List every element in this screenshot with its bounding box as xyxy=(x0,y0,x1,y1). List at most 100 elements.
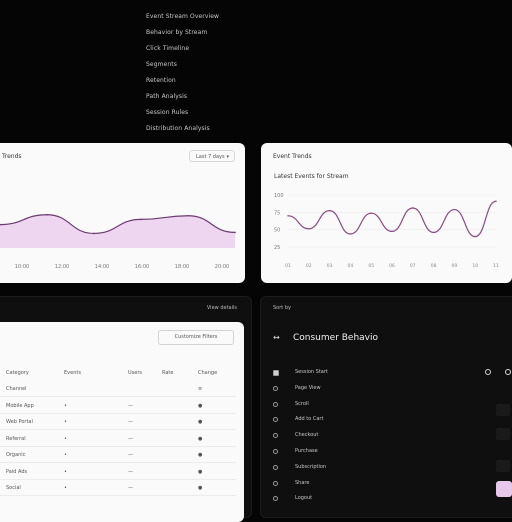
event-trends-card: Event Trends Latest Events for Stream xyxy=(261,143,512,283)
data-point xyxy=(0,223,1,226)
card-title: Consumer Behavio xyxy=(293,333,379,343)
x-tick-label: 01 xyxy=(285,263,291,269)
x-tick-label: 07 xyxy=(410,263,416,269)
data-point xyxy=(370,212,372,214)
table-cell: ● xyxy=(198,402,203,409)
column-header[interactable]: Rate xyxy=(162,370,174,376)
table-cell: ● xyxy=(198,435,203,442)
x-tick-label: 08 xyxy=(431,263,437,269)
x-tick-label: 05 xyxy=(368,263,374,269)
table-cell: Web Portal xyxy=(6,419,33,425)
data-point xyxy=(495,200,497,202)
data-point xyxy=(349,233,352,235)
behavior-item[interactable]: Session Start xyxy=(295,369,328,375)
data-point xyxy=(187,214,189,217)
column-header[interactable]: Events xyxy=(64,370,81,376)
circle-icon xyxy=(273,464,278,470)
behavior-item[interactable]: Scroll xyxy=(295,400,309,407)
row-divider xyxy=(0,478,236,480)
behavior-item[interactable]: Logout xyxy=(295,495,313,502)
trends-chart: 10:00 12:00 14:00 16:00 18:00 20:00 xyxy=(0,213,236,270)
event-trends-chart: 100 75 50 25 01 02 03 04 05 06 07 08 09 10 11 xyxy=(274,193,499,269)
x-tick-label: 16:00 xyxy=(135,264,149,270)
data-point xyxy=(328,209,331,212)
table-cell: ● xyxy=(198,468,203,475)
x-tick-label: 10 xyxy=(472,263,478,269)
table-cell: — xyxy=(128,485,133,491)
behavior-item[interactable]: Share xyxy=(295,479,310,486)
series-area xyxy=(0,214,235,248)
x-tick-label: 12:00 xyxy=(55,264,69,270)
scrollbar-thumb[interactable] xyxy=(496,428,510,440)
row-divider xyxy=(0,445,236,447)
behavior-item[interactable]: Page View xyxy=(295,384,321,391)
data-point xyxy=(234,231,236,234)
scrollbar-thumb[interactable] xyxy=(496,404,510,416)
card-title: Trends xyxy=(2,153,22,160)
y-tick-label: 25 xyxy=(274,245,280,251)
menu-item[interactable]: Path Analysis xyxy=(146,93,188,100)
sort-label[interactable]: Sort by xyxy=(273,305,291,311)
back-forward-icon[interactable]: ↔ xyxy=(273,333,280,342)
menu-item[interactable]: Distribution Analysis xyxy=(146,125,210,132)
data-point xyxy=(474,235,476,238)
y-tick-label: 50 xyxy=(274,228,280,234)
table-cell: — xyxy=(128,419,133,425)
x-tick-label: 11 xyxy=(493,263,499,269)
trends-card: Trends Last 7 days ▾ xyxy=(0,143,245,283)
column-header[interactable]: Change xyxy=(198,370,218,376)
view-details-link[interactable]: View details xyxy=(206,305,237,311)
table-cell: ≡ xyxy=(198,386,203,392)
behavior-item[interactable]: Purchase xyxy=(295,448,318,454)
data-point xyxy=(46,213,48,216)
table-cell: ● xyxy=(198,419,203,425)
data-point xyxy=(391,230,393,233)
menu-item[interactable]: Event Stream Overview xyxy=(146,13,220,20)
data-point xyxy=(308,228,310,230)
menu-item[interactable]: Behavior by Stream xyxy=(146,29,208,36)
behavior-item[interactable]: Checkout xyxy=(295,432,319,439)
dropdown-label: Last 7 days xyxy=(196,154,225,160)
menu-item[interactable]: Click Timeline xyxy=(146,45,190,52)
x-tick-label: 04 xyxy=(348,263,354,269)
scrollbar-thumb[interactable] xyxy=(496,460,510,472)
column-header[interactable]: Category xyxy=(6,370,29,376)
menu-item[interactable]: Segments xyxy=(146,61,177,68)
action-button[interactable] xyxy=(496,481,512,497)
table-cell: • xyxy=(64,419,67,425)
period-dropdown[interactable]: Last 7 days ▾ xyxy=(189,150,235,162)
y-tick-label: 100 xyxy=(274,193,284,199)
series-line xyxy=(0,214,236,235)
table-cell: Organic xyxy=(6,452,26,458)
menu-item[interactable]: Retention xyxy=(146,77,176,84)
table-cell: Referral xyxy=(6,435,26,442)
radio-icon[interactable] xyxy=(505,369,511,375)
data-point xyxy=(453,208,456,211)
table-cell: Social xyxy=(6,485,21,491)
data-point xyxy=(93,232,95,235)
circle-icon xyxy=(273,449,278,454)
circle-icon xyxy=(273,385,278,391)
data-point xyxy=(140,218,142,221)
data-point xyxy=(432,231,435,234)
table-cell: • xyxy=(64,402,67,409)
menu-item[interactable]: Session Rules xyxy=(146,109,189,116)
circle-icon xyxy=(273,496,278,502)
table-cell: — xyxy=(128,402,133,409)
column-header[interactable]: Users xyxy=(128,370,143,376)
y-tick-label: 75 xyxy=(274,210,280,216)
data-point xyxy=(412,207,414,209)
customize-filters-button[interactable]: Customize Filters xyxy=(158,330,234,345)
table-cell: ● xyxy=(198,485,203,491)
table-cell: ● xyxy=(198,452,203,458)
row-divider xyxy=(0,495,236,496)
table-cell: • xyxy=(64,485,67,491)
circle-icon xyxy=(273,401,278,407)
behavior-item[interactable]: Subscription xyxy=(295,463,327,470)
top-menu: Event Stream Overview Behavior by Stream… xyxy=(146,10,266,138)
table-cell: • xyxy=(64,435,67,442)
radio-icon[interactable] xyxy=(485,369,491,375)
behavior-item[interactable]: Add to Cart xyxy=(295,416,324,423)
table-cell: — xyxy=(128,468,133,475)
table-cell: • xyxy=(64,452,67,458)
